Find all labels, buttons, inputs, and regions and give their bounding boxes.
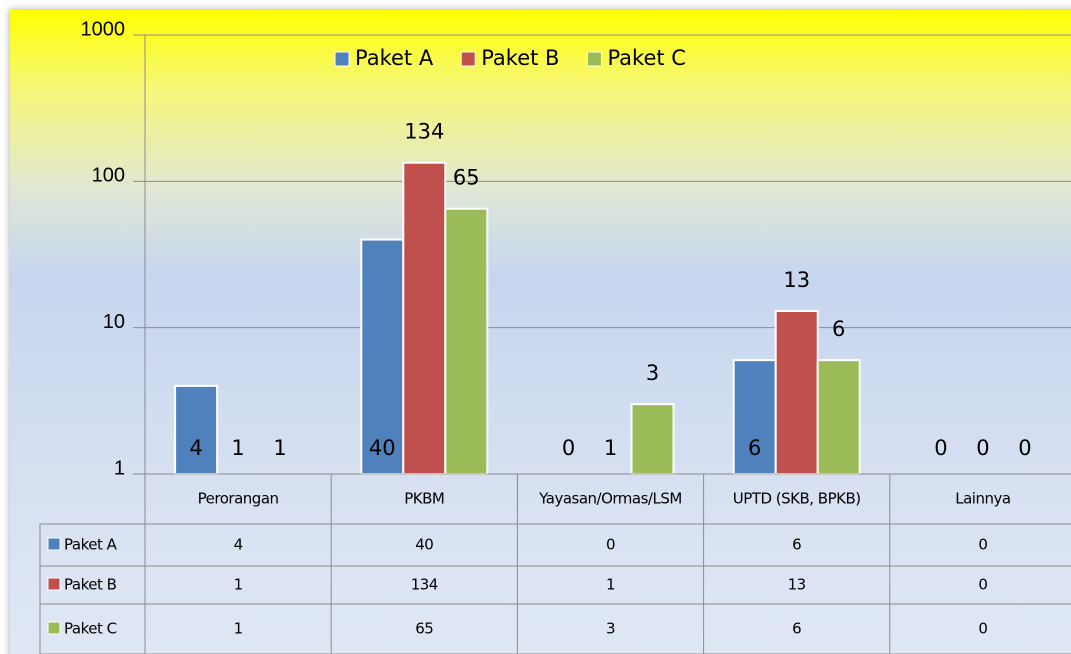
bar xyxy=(816,359,861,475)
data-label: 0 xyxy=(934,436,947,460)
table-header: PKBM xyxy=(404,490,444,508)
data-label: 1 xyxy=(273,436,286,460)
table-row-label: Paket C xyxy=(64,620,117,638)
table-swatch xyxy=(47,621,61,635)
table-cell: 1 xyxy=(234,620,243,638)
legend-label: Paket B xyxy=(481,46,559,70)
table-cell: 13 xyxy=(788,576,806,594)
data-label: 1 xyxy=(231,436,244,460)
table-cell: 6 xyxy=(792,536,801,554)
table-cell: 0 xyxy=(606,536,615,554)
table-cell: 40 xyxy=(415,536,433,554)
data-label: 65 xyxy=(453,166,480,190)
table-cell: 134 xyxy=(411,576,438,594)
data-label: 40 xyxy=(369,436,396,460)
data-label: 0 xyxy=(1018,436,1031,460)
legend-label: Paket C xyxy=(607,46,686,70)
table-row-label: Paket A xyxy=(64,536,118,554)
bar xyxy=(444,207,489,475)
table-cell: 1 xyxy=(606,576,615,594)
table-header: Yayasan/Ormas/LSM xyxy=(538,490,682,508)
table-header: Perorangan xyxy=(198,490,279,508)
table-cell: 1 xyxy=(234,576,243,594)
table-cell: 0 xyxy=(978,576,987,594)
legend-swatch xyxy=(334,51,350,67)
bar xyxy=(402,161,447,475)
data-label: 6 xyxy=(748,436,761,460)
table-row-label: Paket B xyxy=(64,576,117,594)
data-label: 13 xyxy=(783,268,810,292)
bar xyxy=(774,309,819,475)
table-header: UPTD (SKB, BPKB) xyxy=(733,490,861,508)
data-label: 0 xyxy=(976,436,989,460)
bar xyxy=(174,384,219,476)
table-cell: 3 xyxy=(606,620,615,638)
data-label: 0 xyxy=(562,436,575,460)
table-cell: 6 xyxy=(792,620,801,638)
data-label: 3 xyxy=(646,361,659,385)
data-label: 1 xyxy=(604,436,617,460)
table-header: Lainnya xyxy=(955,490,1010,508)
table-cell: 4 xyxy=(234,536,243,554)
y-tick-label: 1000 xyxy=(81,18,126,40)
data-label: 6 xyxy=(832,317,845,341)
legend-swatch xyxy=(460,51,476,67)
legend-swatch xyxy=(586,51,602,67)
legend-label: Paket A xyxy=(355,46,434,70)
y-tick-label: 1 xyxy=(114,457,125,479)
table-swatch xyxy=(47,537,61,551)
table-cell: 0 xyxy=(978,536,987,554)
background xyxy=(10,10,1071,654)
bar xyxy=(630,403,675,475)
data-label: 134 xyxy=(404,120,444,144)
table-swatch xyxy=(47,577,61,591)
table-cell: 0 xyxy=(978,620,987,638)
y-tick-label: 100 xyxy=(92,165,125,187)
y-tick-label: 10 xyxy=(103,311,125,333)
data-label: 4 xyxy=(189,436,202,460)
table-cell: 65 xyxy=(415,620,433,638)
